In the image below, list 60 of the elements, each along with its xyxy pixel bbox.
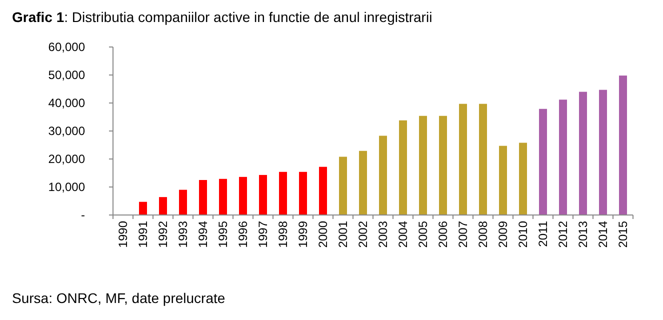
bar [339, 156, 347, 215]
x-tick-label: 2001 [336, 220, 350, 248]
y-tick-label: 50,000 [48, 68, 86, 82]
bar [519, 142, 527, 215]
bar [259, 174, 267, 215]
bar [279, 172, 287, 215]
y-tick-label: 10,000 [48, 180, 86, 194]
bar [619, 76, 627, 215]
x-tick-label: 1998 [276, 220, 290, 248]
bar [199, 180, 207, 215]
x-tick-label: 2013 [576, 220, 590, 248]
x-tick-label: 2007 [456, 220, 470, 248]
x-tick-label: 1997 [256, 220, 270, 248]
bar [459, 104, 467, 215]
x-tick-label: 1999 [296, 220, 310, 248]
x-tick-label: 1994 [196, 220, 210, 248]
bar [219, 178, 227, 215]
x-tick-label: 2010 [516, 220, 530, 248]
bar [179, 190, 187, 215]
bar [399, 120, 407, 215]
bar [319, 166, 327, 215]
bar [379, 136, 387, 215]
x-tick-label: 2009 [496, 220, 510, 248]
x-tick-label: 2012 [556, 220, 570, 248]
bar [419, 116, 427, 215]
bar [359, 150, 367, 215]
bar [479, 104, 487, 215]
bar [139, 202, 147, 215]
bar [539, 108, 547, 215]
bar [599, 90, 607, 215]
bar [299, 172, 307, 215]
bar [499, 146, 507, 215]
x-tick-label: 2005 [416, 220, 430, 248]
bar [239, 176, 247, 215]
y-tick-label: 30,000 [48, 124, 86, 138]
x-tick-label: 2011 [536, 220, 550, 247]
x-tick-label: 1992 [156, 220, 170, 248]
x-tick-label: 2006 [436, 220, 450, 248]
text: Sursa: ONRC, MF, date prelucrate [12, 290, 226, 306]
bar [439, 116, 447, 215]
y-tick-label: 40,000 [48, 96, 86, 110]
x-tick-label: 1993 [176, 220, 190, 248]
y-tick-label: - [81, 208, 85, 222]
x-tick-label: 2000 [316, 220, 330, 248]
bar [159, 197, 167, 215]
x-tick-label: 2003 [376, 220, 390, 248]
bar [559, 100, 567, 215]
x-tick-label: 2008 [476, 220, 490, 248]
x-tick-label: 2015 [616, 220, 630, 248]
y-tick-label: 60,000 [48, 40, 86, 54]
x-tick-label: 1991 [136, 220, 150, 248]
x-tick-label: 2014 [596, 220, 610, 248]
x-tick-label: 1996 [236, 220, 250, 248]
x-tick-label: 2002 [356, 220, 370, 248]
chart-title: Grafic 1: Distributia companiilor active in functie de anul inregistrarii [12, 9, 432, 25]
bar [579, 92, 587, 215]
x-tick-label: 1990 [116, 220, 130, 248]
x-tick-label: 1995 [216, 220, 230, 248]
y-tick-label: 20,000 [48, 152, 86, 166]
x-tick-label: 2004 [396, 220, 410, 248]
